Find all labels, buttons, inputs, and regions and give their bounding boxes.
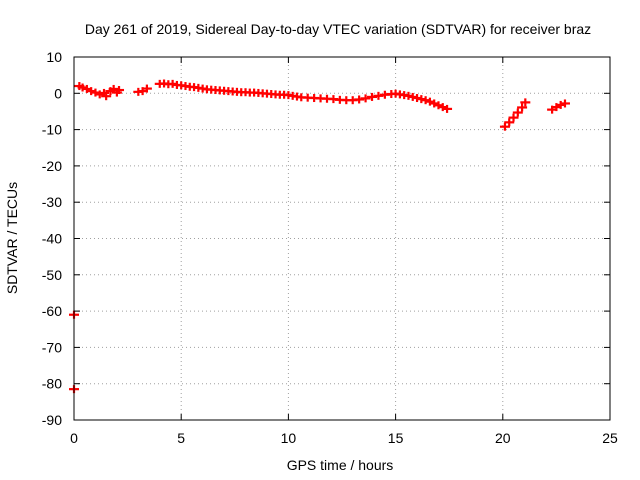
y-tick-label: -60: [42, 303, 62, 319]
data-point: [442, 104, 453, 113]
data-point: [508, 113, 519, 122]
y-tick-label: -80: [42, 376, 62, 392]
y-tick-label: -20: [42, 158, 62, 174]
data-point: [504, 118, 515, 127]
x-tick-label: 10: [281, 430, 297, 446]
y-tick-label: -40: [42, 231, 62, 247]
x-tick-label: 5: [177, 430, 185, 446]
x-tick-label: 25: [602, 430, 618, 446]
chart-title: Day 261 of 2019, Sidereal Day-to-day VTE…: [85, 21, 591, 37]
y-axis-label: SDTVAR / TECUs: [4, 182, 20, 294]
data-point: [360, 94, 371, 103]
data-point: [499, 122, 510, 131]
axis-ticks: [73, 56, 611, 421]
data-point: [114, 86, 125, 95]
y-axis-tick-labels: 10 0 -10 -20 -30 -40 -50 -60 -70 -80 -90: [42, 49, 62, 428]
y-tick-label: -10: [42, 122, 62, 138]
data-points: [69, 79, 570, 394]
data-point: [101, 92, 112, 101]
x-axis-label: GPS time / hours: [287, 457, 394, 473]
data-point: [512, 108, 523, 117]
x-tick-label: 20: [495, 430, 511, 446]
data-point: [141, 84, 152, 93]
y-tick-label: -70: [42, 339, 62, 355]
y-tick-label: 0: [54, 85, 62, 101]
y-tick-label: -50: [42, 267, 62, 283]
x-axis-tick-labels: 0 5 10 15 20 25: [70, 430, 618, 446]
data-point: [559, 99, 570, 108]
gridlines: [74, 57, 610, 420]
y-tick-label: 10: [46, 49, 62, 65]
y-tick-label: -30: [42, 194, 62, 210]
x-tick-label: 15: [388, 430, 404, 446]
x-tick-label: 0: [70, 430, 78, 446]
data-point: [517, 103, 528, 112]
data-point: [520, 98, 531, 107]
y-tick-label: -90: [42, 412, 62, 428]
